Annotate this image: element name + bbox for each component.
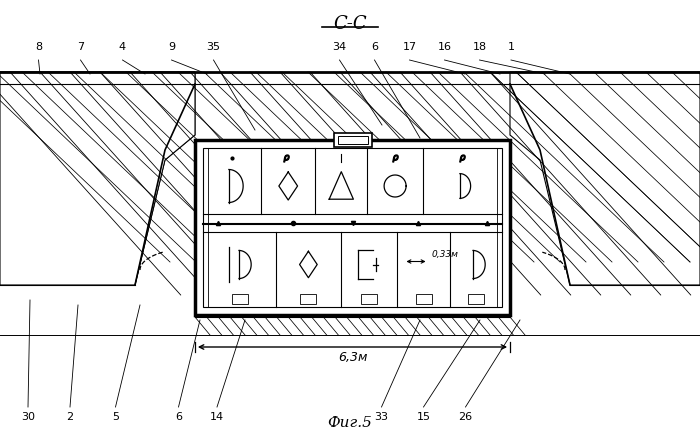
Text: 30: 30 xyxy=(21,412,35,422)
Text: 5: 5 xyxy=(112,412,119,422)
Polygon shape xyxy=(510,72,700,285)
Bar xyxy=(232,294,248,304)
Bar xyxy=(300,294,316,304)
Text: 33: 33 xyxy=(374,412,388,422)
Text: 15: 15 xyxy=(416,412,430,422)
Text: 18: 18 xyxy=(473,42,486,52)
Text: Фиг.5: Фиг.5 xyxy=(328,416,372,430)
Text: 9: 9 xyxy=(168,42,175,52)
Text: 14: 14 xyxy=(210,412,224,422)
Polygon shape xyxy=(0,72,195,285)
Text: 7: 7 xyxy=(77,42,84,52)
Bar xyxy=(203,148,502,307)
Text: 6: 6 xyxy=(175,412,182,422)
Text: 6,3м: 6,3м xyxy=(338,351,368,364)
Text: 8: 8 xyxy=(35,42,42,52)
Bar xyxy=(468,294,484,304)
Text: 2: 2 xyxy=(66,412,74,422)
Text: 0,33м: 0,33м xyxy=(431,250,458,260)
Bar xyxy=(333,133,372,147)
Bar xyxy=(195,140,510,315)
Bar xyxy=(416,294,431,304)
Text: 1: 1 xyxy=(508,42,514,52)
Text: 16: 16 xyxy=(438,42,452,52)
Text: С-С: С-С xyxy=(333,15,367,33)
Bar xyxy=(337,136,368,144)
Text: 26: 26 xyxy=(458,412,472,422)
Bar xyxy=(361,294,377,304)
Text: 6: 6 xyxy=(371,42,378,52)
Text: 34: 34 xyxy=(332,42,346,52)
Text: 4: 4 xyxy=(119,42,126,52)
Text: 35: 35 xyxy=(206,42,220,52)
Text: 17: 17 xyxy=(402,42,416,52)
Polygon shape xyxy=(0,72,195,285)
